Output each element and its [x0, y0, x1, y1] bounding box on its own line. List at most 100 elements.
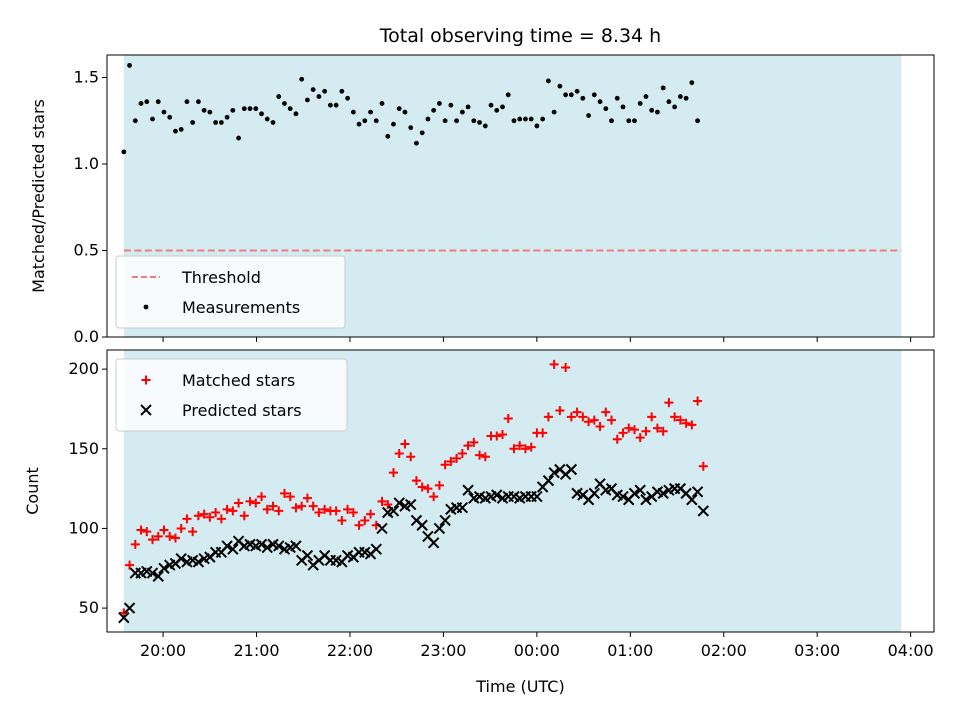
data-point — [193, 511, 203, 521]
data-point — [207, 109, 213, 115]
data-point — [345, 95, 350, 101]
data-point — [350, 109, 356, 115]
data-point — [618, 428, 628, 438]
data-point — [161, 109, 167, 115]
legend-marker — [140, 404, 152, 416]
data-point — [227, 543, 239, 555]
data-point — [218, 120, 224, 125]
data-point — [236, 135, 241, 141]
data-point — [393, 497, 405, 509]
data-point — [144, 99, 150, 105]
data-point — [348, 508, 358, 518]
data-point — [457, 449, 467, 459]
data-point — [620, 104, 626, 110]
data-point — [241, 106, 247, 112]
data-point — [691, 486, 704, 498]
data-point — [655, 109, 660, 115]
data-point — [689, 80, 695, 86]
data-point — [247, 106, 253, 112]
data-point — [411, 476, 421, 486]
data-point — [607, 415, 617, 425]
data-point — [121, 149, 127, 155]
bottom-panel-counts: 50 100 150 200 20:00 21:00 22:00 23:00 00:00 01:0… — [23, 349, 935, 696]
data-point — [165, 531, 175, 541]
data-point — [578, 412, 588, 422]
data-point — [158, 562, 170, 574]
data-point — [465, 104, 471, 110]
data-point — [649, 107, 655, 113]
data-point — [262, 504, 272, 514]
y-tick-label: 0.5 — [74, 240, 99, 259]
data-point — [477, 120, 482, 125]
data-point — [279, 488, 289, 498]
data-point — [261, 541, 273, 554]
data-point — [538, 428, 548, 438]
data-point — [429, 492, 439, 502]
data-point — [681, 418, 691, 428]
data-point — [509, 444, 519, 454]
data-point — [589, 415, 599, 425]
axes-frame — [106, 54, 935, 338]
data-point — [505, 92, 511, 98]
data-point — [152, 570, 164, 582]
data-point — [517, 116, 523, 122]
data-point — [376, 522, 388, 535]
data-point — [419, 130, 425, 136]
data-point — [224, 114, 230, 120]
data-point — [305, 97, 310, 103]
data-point — [672, 104, 678, 110]
data-point — [686, 494, 698, 506]
data-point — [188, 527, 198, 537]
data-point — [658, 426, 668, 436]
data-point — [459, 109, 465, 115]
data-point — [526, 442, 536, 452]
data-point — [387, 505, 400, 517]
y-tick-label: 0.0 — [74, 327, 99, 346]
data-point — [264, 116, 270, 122]
data-point — [132, 118, 138, 124]
x-tick-label: 02:00 — [701, 641, 747, 660]
data-point — [400, 439, 410, 449]
data-point — [637, 101, 643, 106]
y-tick-label: 50 — [79, 598, 99, 617]
data-point — [531, 490, 543, 503]
series-matched-stars — [119, 359, 708, 618]
data-point — [647, 412, 657, 422]
x-tick-label: 00:00 — [514, 641, 560, 660]
data-point — [333, 102, 339, 108]
data-point — [609, 118, 614, 124]
data-point — [635, 433, 645, 443]
data-point — [302, 493, 312, 503]
data-point — [130, 539, 140, 549]
data-point — [695, 118, 700, 124]
data-point — [643, 94, 649, 99]
data-point — [150, 116, 155, 122]
data-point — [624, 423, 634, 433]
data-point — [425, 116, 431, 122]
y-tick-label: 100 — [68, 518, 99, 537]
data-point — [503, 414, 513, 424]
data-point — [433, 522, 446, 535]
data-point — [439, 514, 451, 527]
data-point — [196, 99, 201, 105]
data-point — [693, 396, 703, 406]
data-point — [498, 429, 508, 439]
data-point — [697, 505, 710, 517]
data-point — [546, 78, 551, 84]
y-tick-label: 1.0 — [74, 154, 99, 173]
axes-frame — [106, 349, 935, 633]
data-point — [652, 423, 662, 433]
data-point — [482, 123, 488, 129]
data-point — [566, 412, 576, 422]
data-point — [293, 111, 299, 117]
data-point — [597, 99, 603, 105]
data-point — [683, 95, 689, 101]
data-point — [253, 106, 259, 112]
y-tick-label: 150 — [68, 439, 99, 458]
data-point — [640, 494, 652, 506]
data-point — [251, 498, 261, 508]
data-point — [523, 116, 528, 122]
series-measurements — [121, 62, 700, 155]
legend-label: Measurements — [182, 298, 300, 317]
data-point — [404, 498, 417, 511]
